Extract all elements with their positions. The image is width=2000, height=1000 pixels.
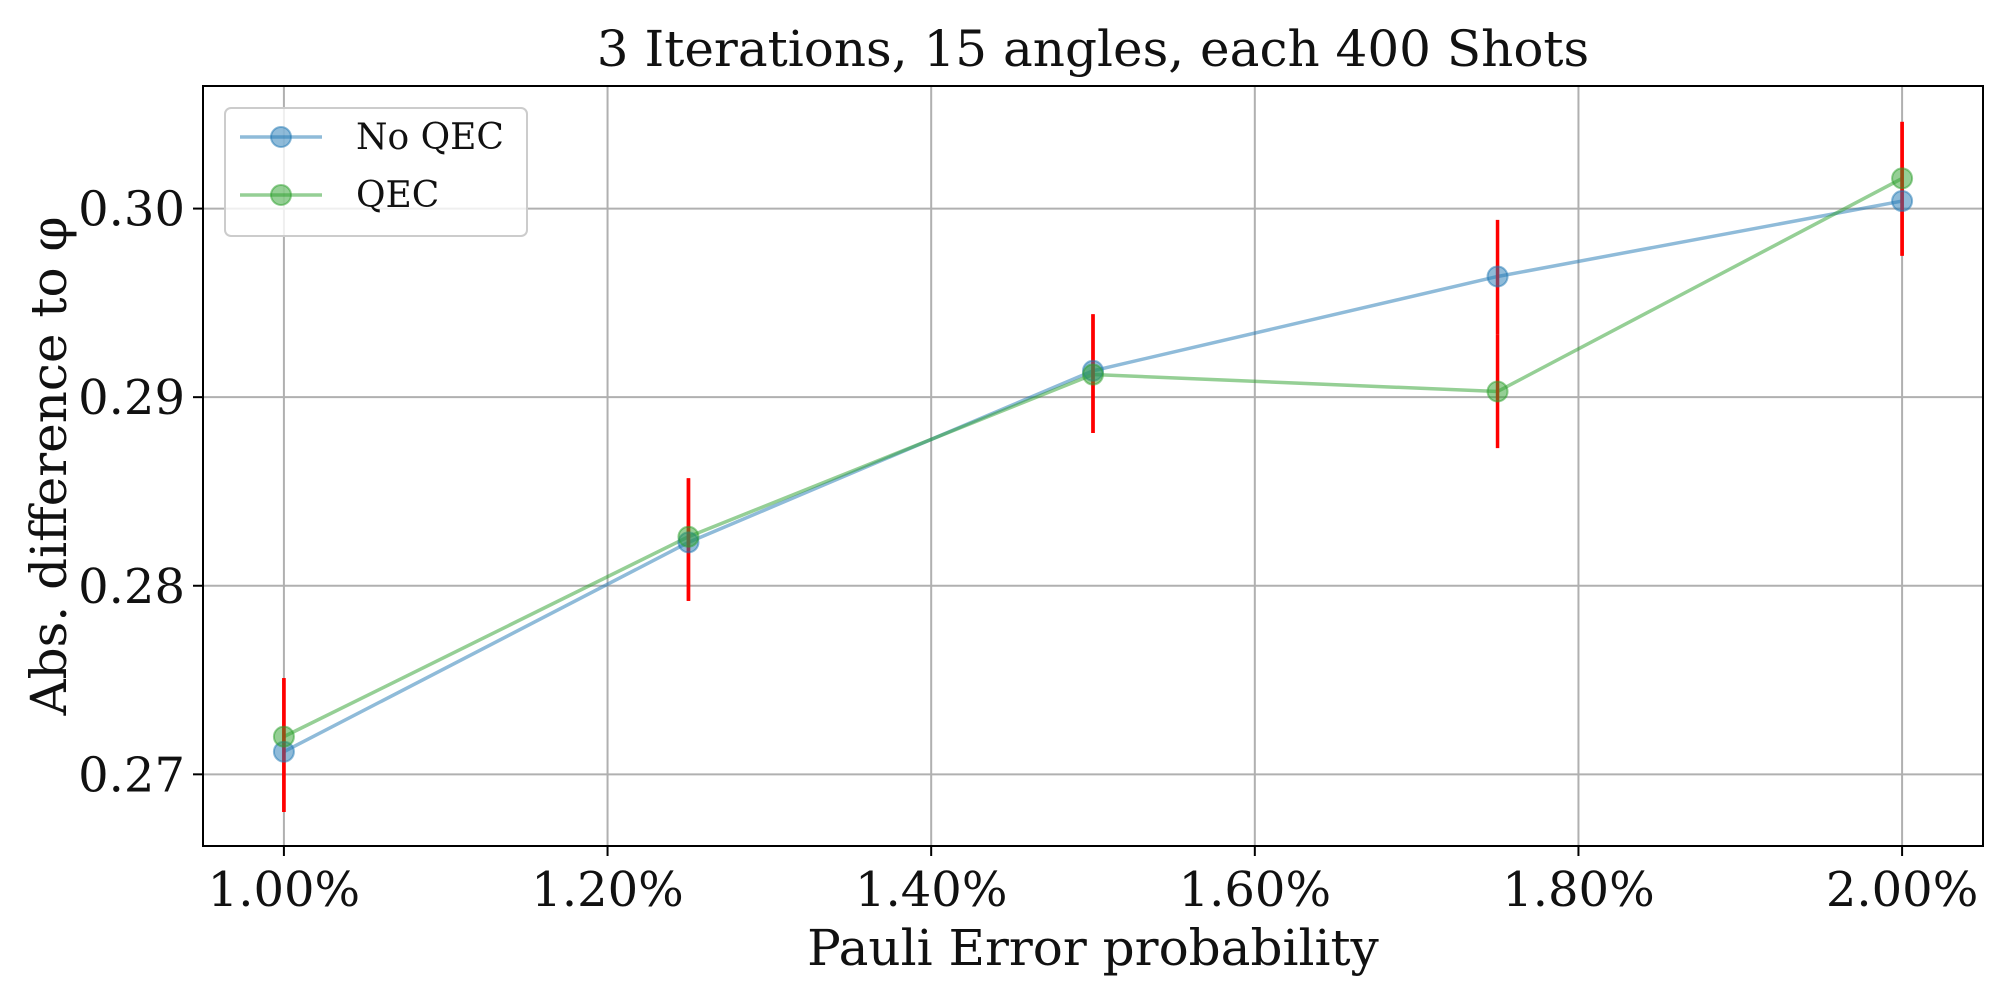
- data-series: [272, 121, 1914, 813]
- x-tick-label: 1.80%: [1502, 862, 1654, 918]
- y-tick-label: 0.28: [78, 559, 185, 615]
- data-point-no-qec: [1891, 190, 1914, 213]
- x-tick-label: 2.00%: [1826, 862, 1978, 918]
- data-point-qec: [677, 525, 700, 548]
- tick-labels: 1.00% 1.20% 1.40% 1.60% 1.80% 2.00% 0.27 0.28 0.…: [78, 182, 1978, 918]
- series-line-qec: [283, 176, 1903, 739]
- axes: [202, 85, 1984, 847]
- series-line-no-qec: [283, 199, 1903, 754]
- y-tick-label: 0.27: [78, 747, 185, 803]
- x-axis-label: Pauli Error probability: [807, 919, 1379, 977]
- data-point-qec: [1082, 363, 1104, 386]
- x-tick-label: 1.40%: [855, 862, 1007, 918]
- y-axis-label: Abs. difference to φ: [20, 217, 78, 717]
- chart-title: 3 Iterations, 15 angles, each 400 Shots: [597, 20, 1589, 78]
- data-point-no-qec: [1486, 265, 1509, 288]
- legend-label-qec: QEC: [356, 175, 439, 216]
- x-tick-label: 1.20%: [531, 862, 683, 918]
- data-point-qec: [272, 725, 295, 748]
- y-tick-label: 0.30: [78, 182, 185, 238]
- x-tick-label: 1.60%: [1179, 862, 1331, 918]
- legend-box: [224, 107, 528, 237]
- data-point-qec: [1486, 380, 1509, 403]
- x-tick-label: 1.00%: [208, 862, 360, 918]
- legend-marker-no-qec: [270, 126, 292, 148]
- y-tick-label: 0.29: [78, 370, 185, 426]
- data-point-qec: [1891, 167, 1914, 190]
- legend-label-no-qec: No QEC: [356, 117, 504, 158]
- legend: No QEC QEC: [224, 107, 528, 237]
- legend-marker-qec: [270, 184, 292, 206]
- plot-frame: [202, 85, 1984, 847]
